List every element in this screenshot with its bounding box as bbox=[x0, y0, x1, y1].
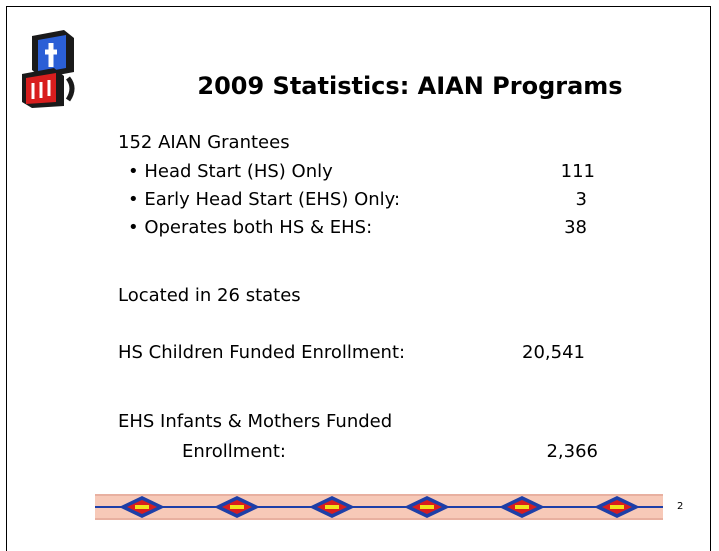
blocks-icon bbox=[18, 28, 84, 108]
hs-enrollment-value: 20,541 bbox=[480, 342, 585, 364]
page-number: 2 bbox=[677, 501, 683, 512]
decorative-band bbox=[95, 494, 663, 520]
bullet-value: 3 bbox=[500, 189, 587, 211]
bullet-label: • Head Start (HS) Only bbox=[128, 161, 333, 183]
bullet-label: • Early Head Start (EHS) Only: bbox=[128, 189, 400, 211]
slide-title: 2009 Statistics: AIAN Programs bbox=[120, 72, 700, 100]
ehs-enrollment-label: Enrollment: bbox=[182, 441, 286, 463]
hs-enrollment-label: HS Children Funded Enrollment: bbox=[118, 342, 405, 364]
slide: 2009 Statistics: AIAN Programs 152 AIAN … bbox=[0, 0, 719, 545]
bullet-label: • Operates both HS & EHS: bbox=[128, 217, 372, 239]
ehs-enrollment-label: EHS Infants & Mothers Funded bbox=[118, 411, 392, 433]
bullet-value: 38 bbox=[500, 217, 587, 239]
bullet-value: 111 bbox=[500, 161, 595, 183]
states-text: Located in 26 states bbox=[118, 285, 301, 307]
ehs-enrollment-value: 2,366 bbox=[480, 441, 598, 463]
grantees-heading: 152 AIAN Grantees bbox=[118, 132, 290, 154]
